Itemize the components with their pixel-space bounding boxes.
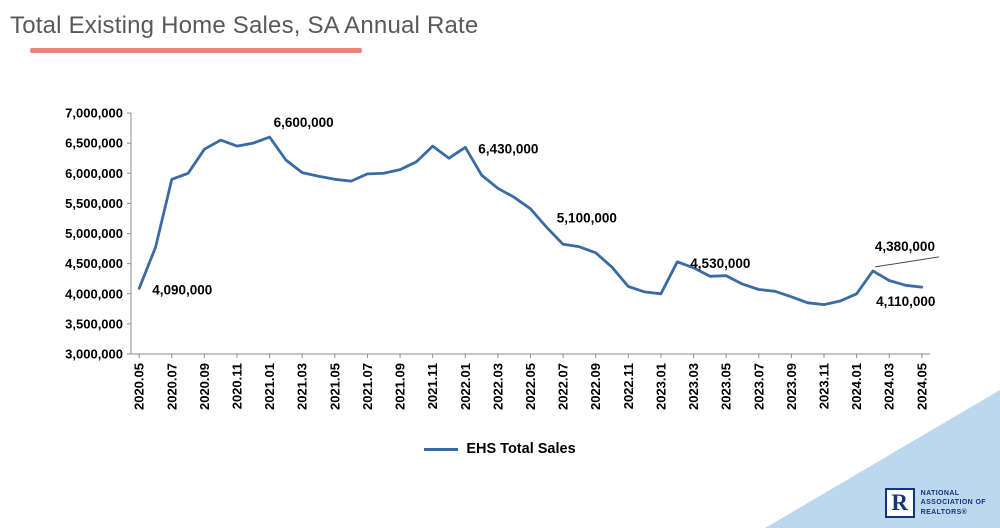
svg-text:2022.11: 2022.11 (621, 363, 636, 409)
nar-logo-mark-icon: R (884, 488, 915, 518)
legend-label: EHS Total Sales (466, 441, 576, 457)
svg-text:2024.05: 2024.05 (914, 363, 929, 410)
nar-logo: R NATIONAL ASSOCIATION OF REALTORS® (884, 488, 986, 518)
page-title: Total Existing Home Sales, SA Annual Rat… (10, 12, 479, 39)
legend-line-swatch (424, 447, 459, 451)
legend: EHS Total Sales (0, 441, 1000, 457)
nar-logo-text: NATIONAL ASSOCIATION OF REALTORS® (921, 489, 986, 516)
svg-text:3,000,000: 3,000,000 (65, 347, 123, 362)
svg-text:2020.07: 2020.07 (164, 363, 179, 410)
svg-text:2020.11: 2020.11 (230, 363, 245, 409)
svg-text:2023.01: 2023.01 (653, 363, 668, 410)
svg-text:2021.03: 2021.03 (295, 363, 310, 410)
svg-text:2020.09: 2020.09 (197, 363, 212, 410)
svg-text:4,110,000: 4,110,000 (876, 294, 935, 309)
chart: 7,000,000 6,500,000 6,000,000 5,500,000 5,00… (0, 60, 1000, 460)
svg-text:2023.03: 2023.03 (686, 363, 701, 410)
svg-text:2022.01: 2022.01 (458, 363, 473, 410)
svg-text:4,530,000: 4,530,000 (690, 256, 750, 271)
svg-text:4,500,000: 4,500,000 (65, 256, 123, 271)
svg-text:2021.07: 2021.07 (360, 363, 375, 410)
svg-text:5,500,000: 5,500,000 (65, 196, 123, 211)
svg-text:2023.11: 2023.11 (817, 363, 832, 409)
svg-text:6,000,000: 6,000,000 (65, 166, 123, 181)
svg-text:3,500,000: 3,500,000 (65, 316, 123, 331)
svg-text:2022.03: 2022.03 (490, 363, 505, 410)
svg-text:6,500,000: 6,500,000 (65, 136, 123, 151)
svg-text:2021.05: 2021.05 (327, 363, 342, 410)
svg-text:2022.05: 2022.05 (523, 363, 538, 410)
svg-text:7,000,000: 7,000,000 (65, 106, 123, 121)
svg-text:2022.09: 2022.09 (588, 363, 603, 410)
svg-text:2023.05: 2023.05 (719, 363, 734, 410)
svg-text:2022.07: 2022.07 (556, 363, 571, 410)
svg-text:4,000,000: 4,000,000 (65, 286, 123, 301)
svg-text:5,000,000: 5,000,000 (65, 226, 123, 241)
svg-text:6,600,000: 6,600,000 (274, 115, 334, 130)
nar-logo-line-1: NATIONAL (920, 490, 960, 498)
nar-logo-line-2: ASSOCIATION OF (920, 499, 986, 507)
svg-text:2023.07: 2023.07 (751, 363, 766, 410)
svg-text:2023.09: 2023.09 (784, 363, 799, 410)
svg-text:4,090,000: 4,090,000 (152, 282, 212, 297)
svg-text:5,100,000: 5,100,000 (557, 211, 617, 226)
svg-text:4,380,000: 4,380,000 (875, 239, 935, 254)
title-underline (30, 48, 362, 53)
svg-text:2024.03: 2024.03 (882, 363, 897, 410)
svg-text:2020.05: 2020.05 (132, 363, 147, 410)
nar-logo-line-3: REALTORS® (920, 508, 968, 516)
svg-text:2021.09: 2021.09 (393, 363, 408, 410)
svg-text:2021.01: 2021.01 (262, 363, 277, 410)
chart-svg: 7,000,000 6,500,000 6,000,000 5,500,000 5,00… (65, 106, 939, 410)
svg-text:6,430,000: 6,430,000 (478, 141, 538, 156)
svg-text:2021.11: 2021.11 (425, 363, 440, 409)
svg-text:2024.01: 2024.01 (849, 363, 864, 410)
